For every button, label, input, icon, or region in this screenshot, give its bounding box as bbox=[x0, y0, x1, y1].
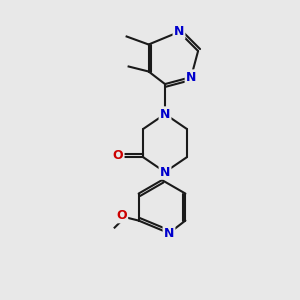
Text: N: N bbox=[160, 108, 170, 121]
Text: N: N bbox=[174, 26, 184, 38]
Text: N: N bbox=[160, 166, 170, 178]
Text: O: O bbox=[113, 149, 123, 162]
Text: O: O bbox=[116, 209, 127, 222]
Text: N: N bbox=[186, 70, 196, 84]
Text: N: N bbox=[164, 227, 174, 240]
